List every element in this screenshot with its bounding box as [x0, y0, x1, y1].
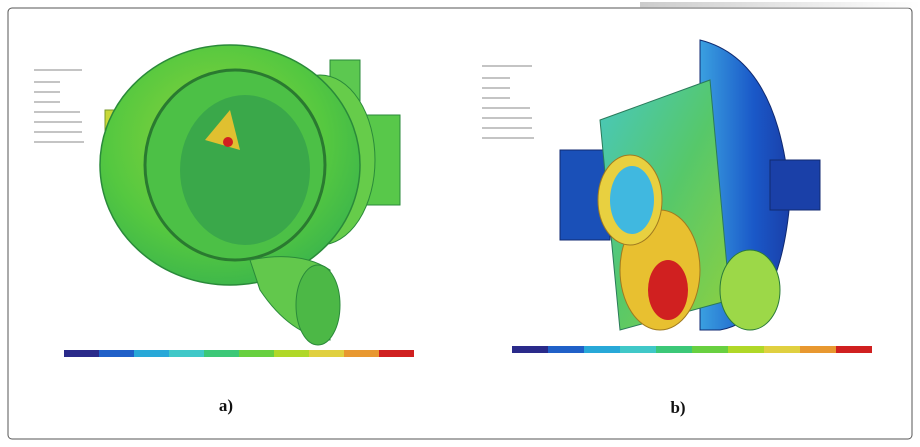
colorbar-a: [64, 350, 414, 357]
corner-shade: [640, 2, 920, 8]
figure: a) b): [0, 0, 920, 447]
model-a: [30, 45, 400, 345]
colorbar-b: [512, 346, 872, 353]
panel-label: b): [670, 398, 685, 417]
page: a) b) (() => { const data = JSON.parse(d…: [0, 0, 920, 447]
model-b: [482, 40, 820, 330]
panel-label: a): [219, 396, 233, 415]
